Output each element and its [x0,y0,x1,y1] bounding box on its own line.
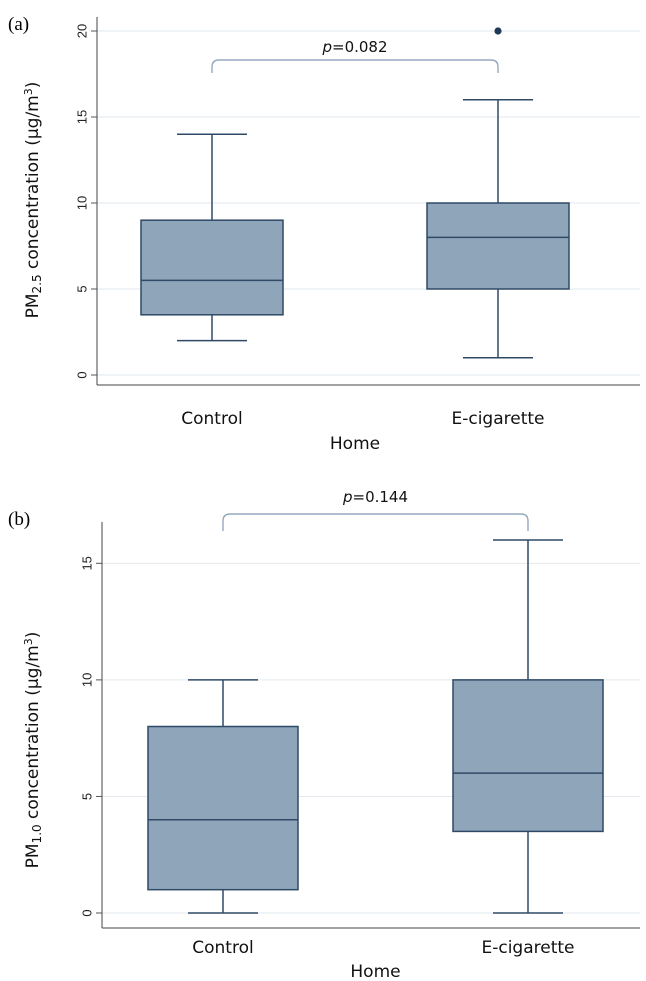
y-axis-title-main: concentration (µg/m [23,645,43,824]
x-category-label: Control [192,938,253,958]
y-axis-title-sup: 3 [22,88,35,95]
y-axis-title-sub: 1.0 [30,824,44,843]
y-tick-label: 5 [74,285,89,292]
y-axis-title-main: concentration (µg/m [23,95,43,274]
y-tick-label: 10 [79,673,94,687]
y-axis-title-sub: 2.5 [30,274,44,293]
p-value-number: =0.082 [332,38,388,56]
y-tick-label: 15 [74,110,89,124]
x-axis-title: Home [330,434,380,454]
panel-label: (a) [8,14,29,35]
significance-bracket [211,59,499,73]
chart-panel-b: (b) 0 5 10 15 Control E-cigarette p=0.144 Home PM… [8,488,640,981]
y-axis-title: PM1.0 concentration (µg/m3) [22,632,44,869]
y-axis-title-sup: 3 [22,638,35,645]
p-value-number: =0.144 [353,488,409,506]
y-tick-label: 10 [74,196,89,210]
chart-panel-a: (a) 0 5 10 15 20 Control E-cigarette p=0.082 Home… [8,14,640,454]
y-axis-title-prefix: PM [23,293,43,318]
x-category-label: E-cigarette [481,938,574,958]
y-tick-label: 20 [74,24,89,38]
y-tick-label: 15 [79,556,94,570]
y-tick-label: 0 [79,909,94,916]
y-axis-title-suffix: ) [23,632,43,639]
iqr-box [452,679,604,833]
outlier-point [494,27,502,35]
box-control [147,679,299,914]
x-category-label: Control [181,409,242,429]
y-axis-title-prefix: PM [23,843,43,868]
y-axis-title-suffix: ) [23,82,43,89]
p-value-label: p=0.144 [342,488,408,506]
iqr-box [147,725,299,891]
p-value-symbol: p [321,38,332,56]
y-tick-label: 0 [74,371,89,378]
iqr-box [140,219,284,316]
panel-label: (b) [8,509,30,530]
p-value-label: p=0.082 [321,38,387,56]
p-value-symbol: p [342,488,353,506]
box-e-cigarette [426,27,570,359]
iqr-box [426,202,570,290]
significance-bracket [222,513,529,531]
box-e-cigarette [452,539,604,914]
y-axis-title: PM2.5 concentration (µg/m3) [22,82,44,319]
x-axis-title: Home [350,962,400,981]
x-category-label: E-cigarette [451,409,544,429]
box-control [140,133,284,342]
y-tick-label: 5 [79,793,94,800]
